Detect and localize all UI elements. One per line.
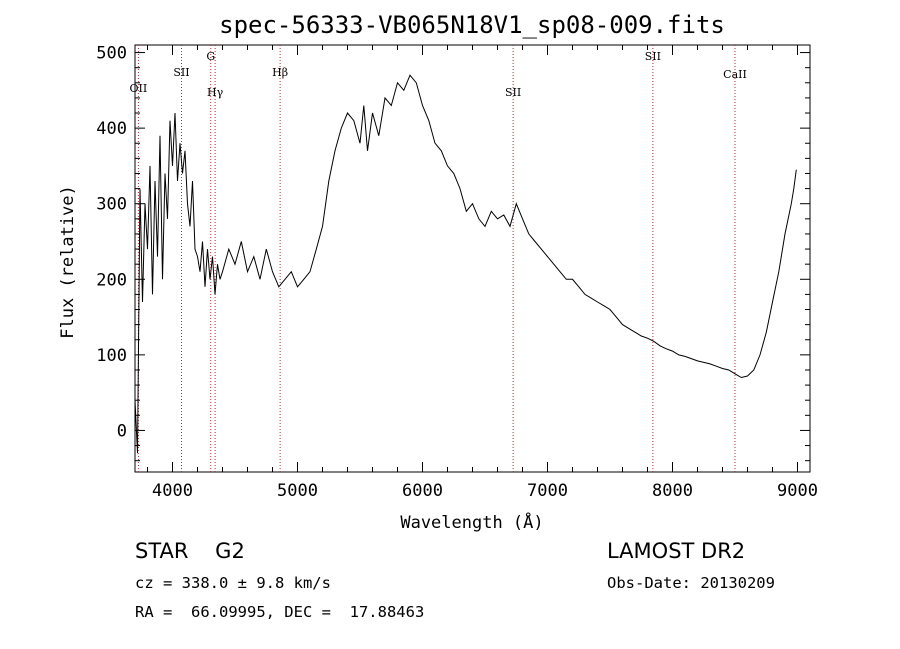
observation-date: Obs-Date: 20130209	[607, 574, 775, 592]
x-tick-label: 5000	[277, 481, 318, 501]
y-tick-label: 500	[96, 44, 127, 64]
axis-ticks	[135, 45, 810, 472]
coordinates: RA = 66.09995, DEC = 17.88463	[135, 603, 425, 621]
survey-name: LAMOST DR2	[607, 539, 746, 563]
chart-title: spec-56333-VB065N18V1_sp08-009.fits	[219, 11, 725, 39]
y-tick-label: 300	[96, 195, 127, 215]
x-tick-label: 8000	[652, 481, 693, 501]
axis-tick-labels: 4000 5000 6000 7000 8000 9000 0 100 200 300 400 500	[96, 44, 818, 501]
spectral-line-label: Hγ	[207, 86, 224, 99]
object-class: STAR G2	[135, 539, 245, 563]
x-axis-label: Wavelength (Å)	[400, 511, 543, 533]
spectral-line-label: SII	[645, 50, 661, 63]
x-tick-label: 4000	[152, 481, 193, 501]
x-tick-label: 9000	[777, 481, 818, 501]
y-tick-label: 200	[96, 270, 127, 290]
spectral-line-label: G	[206, 50, 215, 63]
spectral-line-label: OII	[130, 82, 148, 95]
flux-series-line	[134, 74, 797, 454]
y-tick-label: 400	[96, 119, 127, 139]
x-tick-label: 7000	[527, 481, 568, 501]
x-tick-label: 6000	[402, 481, 443, 501]
spectral-line-label: SII	[505, 86, 521, 99]
redshift-velocity: cz = 338.0 ± 9.8 km/s	[135, 574, 331, 592]
y-tick-label: 0	[117, 421, 127, 441]
y-tick-label: 100	[96, 346, 127, 366]
spectral-line-label: Hβ	[272, 66, 288, 79]
spectral-line-label: CaII	[723, 68, 747, 81]
spectral-line-markers: OII SII G Hγ Hβ SII SII CaII	[130, 45, 747, 472]
y-axis-label: Flux (relative)	[58, 185, 78, 339]
spectral-line-label: SII	[173, 66, 189, 79]
